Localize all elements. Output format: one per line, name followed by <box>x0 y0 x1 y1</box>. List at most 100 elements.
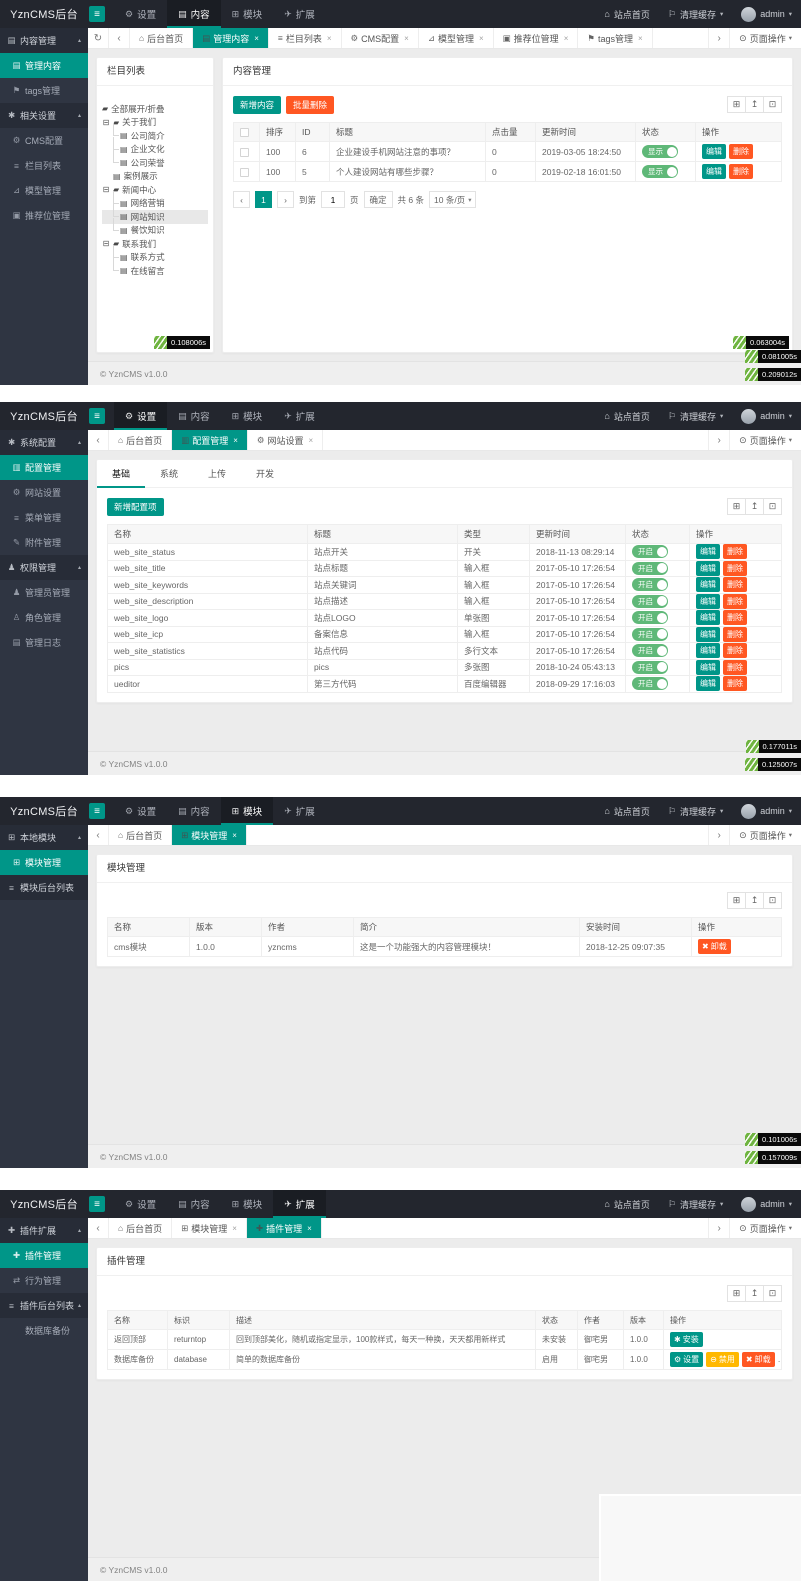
status-toggle[interactable]: 开启 <box>632 627 668 641</box>
site-home-link[interactable]: ⌂ 站点首页 <box>604 806 650 817</box>
brand-logo[interactable]: YznCMS后台 <box>10 1199 78 1211</box>
action-button[interactable]: 删除 <box>729 144 753 159</box>
collapse-sidebar-button[interactable]: ≡ <box>89 803 105 819</box>
action-button[interactable]: 编辑 <box>696 676 720 692</box>
user-menu[interactable]: admin ▾ <box>732 0 801 28</box>
clear-cache-menu[interactable]: ⚐ 清理缓存 ▾ <box>667 410 724 422</box>
sidebar-section-header[interactable]: ✚ 插件扩展 ▴ <box>0 1218 88 1243</box>
topnav-item[interactable]: ▤ 内容 <box>167 0 221 28</box>
close-icon[interactable]: × <box>404 33 409 43</box>
user-menu[interactable]: admin ▾ <box>732 402 801 430</box>
status-toggle[interactable]: 开启 <box>632 545 668 559</box>
tree-node[interactable]: ▤ 企业文化 <box>102 136 208 157</box>
topnav-item[interactable]: ✈ 扩展 <box>284 805 315 819</box>
sidebar-item[interactable]: ⊿ 模型管理 <box>12 185 62 196</box>
tab[interactable]: ⊞ 模块管理 × <box>172 1218 247 1238</box>
close-icon[interactable]: × <box>254 33 259 43</box>
sidebar-item[interactable]: ▤ 管理内容 <box>0 53 88 78</box>
topnav-item[interactable]: ⚙ 设置 <box>125 8 157 22</box>
tab[interactable]: ▣ 推荐位管理 × <box>493 28 579 48</box>
action-button[interactable]: 删除 <box>723 593 747 609</box>
action-button[interactable]: 编辑 <box>696 643 720 659</box>
tree-node[interactable]: ▤ 在线留言 <box>102 258 208 278</box>
brand-logo[interactable]: YznCMS后台 <box>10 806 78 818</box>
filter-icon[interactable]: ⊞ <box>727 498 746 515</box>
toolbar-button[interactable]: 批量删除 <box>286 96 335 114</box>
action-button[interactable]: 删除 <box>723 544 747 560</box>
row-checkbox[interactable] <box>240 167 249 177</box>
brand-logo[interactable]: YznCMS后台 <box>10 411 78 423</box>
topnav-item[interactable]: ✈ 扩展 <box>273 1190 326 1218</box>
tree-node[interactable]: ⊟ ▰ 新闻中心 <box>102 184 157 195</box>
sidebar-section-header[interactable]: ⊞ 本地模块 ▴ <box>0 825 88 850</box>
collapse-sidebar-button[interactable]: ≡ <box>89 408 105 424</box>
brand-logo[interactable]: YznCMS后台 <box>10 9 78 21</box>
action-button[interactable]: 编辑 <box>696 626 720 642</box>
topnav-item[interactable]: ⊞ 模块 <box>220 797 274 825</box>
topnav-item[interactable]: ⊞ 模块 <box>231 1198 263 1212</box>
toolbar-button[interactable]: 新增内容 <box>233 96 282 114</box>
tab[interactable]: ✚ 插件管理 × <box>246 1218 322 1238</box>
action-button[interactable]: ✖ 卸载 <box>741 1352 775 1367</box>
close-icon[interactable]: × <box>638 33 643 43</box>
action-button[interactable]: 编辑 <box>696 544 720 560</box>
action-button[interactable]: ✱ 安装 <box>670 1332 703 1347</box>
page-ops-dropdown[interactable]: ⊙ 页面操作 ▾ <box>729 28 801 48</box>
tab[interactable]: ⌂ 后台首页 <box>109 430 173 450</box>
sidebar-section-header[interactable]: ♟ 权限管理 ▴ <box>0 555 88 580</box>
sidebar-section-header[interactable]: ≡ 插件后台列表 ▴ <box>0 1293 88 1318</box>
fwd-icon[interactable]: › <box>277 191 294 208</box>
topnav-item[interactable]: ⚙ 设置 <box>114 402 168 430</box>
action-button[interactable]: 删除 <box>723 610 747 626</box>
topnav-item[interactable]: ✈ 扩展 <box>284 410 315 424</box>
close-icon[interactable]: × <box>563 33 569 43</box>
collapse-sidebar-button[interactable]: ≡ <box>89 6 105 22</box>
close-icon[interactable]: × <box>233 435 238 445</box>
close-icon[interactable]: × <box>232 830 237 840</box>
status-toggle[interactable]: 开启 <box>632 660 668 674</box>
tab[interactable]: ⚑ tags管理 × <box>578 28 653 48</box>
tab[interactable]: ≡ 栏目列表 × <box>268 28 342 48</box>
action-button[interactable]: 编辑 <box>702 144 726 159</box>
collapse-sidebar-button[interactable]: ≡ <box>89 1196 105 1212</box>
clear-cache-menu[interactable]: ⚐ 清理缓存 ▾ <box>667 1198 724 1210</box>
action-button[interactable]: 删除 <box>723 577 747 593</box>
topnav-item[interactable]: ▤ 内容 <box>178 805 210 819</box>
sidebar-section-header[interactable]: ✱ 系统配置 ▴ <box>0 430 88 455</box>
close-icon[interactable]: × <box>326 33 332 43</box>
filter-icon[interactable]: ⊞ <box>727 892 746 909</box>
goto-page-input[interactable] <box>321 191 346 208</box>
print-icon[interactable]: ⊡ <box>763 498 782 515</box>
user-menu[interactable]: admin ▾ <box>732 797 801 825</box>
status-toggle[interactable]: 开启 <box>632 561 668 575</box>
tabs-forward-button[interactable]: › <box>708 1218 729 1238</box>
tree-node[interactable]: ⊟ ▰ 联系我们 <box>102 238 157 249</box>
tab[interactable]: ⊿ 模型管理 × <box>418 28 494 48</box>
filter-icon[interactable]: ⊞ <box>727 1285 746 1302</box>
topnav-item[interactable]: ▤ 内容 <box>178 410 210 424</box>
close-icon[interactable]: × <box>307 1223 312 1233</box>
close-icon[interactable]: × <box>478 33 484 43</box>
status-toggle[interactable]: 显示 <box>642 145 678 158</box>
topnav-item[interactable]: ⊞ 模块 <box>231 8 263 22</box>
back-icon[interactable]: ‹ <box>88 1218 109 1238</box>
tab[interactable]: ⚙ CMS配置 × <box>341 28 419 48</box>
action-button[interactable]: 删除 <box>723 560 747 576</box>
action-button[interactable]: 编辑 <box>702 164 726 179</box>
topnav-item[interactable]: ⚙ 设置 <box>125 1198 157 1212</box>
sidebar-item[interactable]: ⚑ tags管理 <box>12 85 61 96</box>
topnav-item[interactable]: ▤ 内容 <box>178 1198 210 1212</box>
sidebar-item[interactable]: ✎ 附件管理 <box>12 537 62 548</box>
collapse-icon[interactable]: ⊟ <box>102 185 110 195</box>
tree-node[interactable]: ▤ 案例展示 <box>113 171 158 182</box>
collapse-icon[interactable]: ⊟ <box>102 239 110 249</box>
print-icon[interactable]: ⊡ <box>763 892 782 909</box>
action-button[interactable]: 删除 <box>729 164 753 179</box>
back-icon[interactable]: ‹ <box>109 28 130 48</box>
tree-node[interactable]: ▤ 餐饮知识 <box>102 217 208 238</box>
sidebar-item[interactable]: ≡ 菜单管理 <box>0 505 88 530</box>
tab[interactable]: ▥ 配置管理 × <box>172 430 248 450</box>
tree-node[interactable]: ▤ 公司荣誉 <box>102 150 208 170</box>
tabs-forward-button[interactable]: › <box>708 825 729 845</box>
back-icon[interactable]: ‹ <box>233 191 250 208</box>
